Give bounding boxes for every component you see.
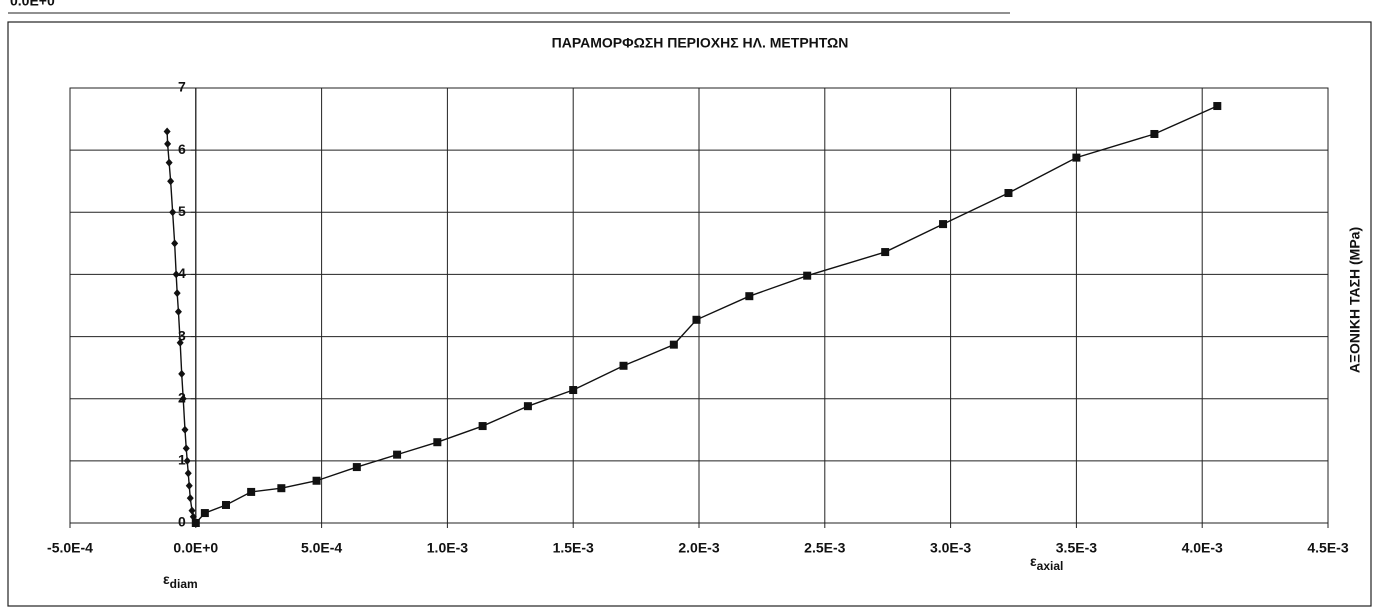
y-axis-label: ΑΞΟΝΙΚΗ ΤΑΣΗ (MPa) <box>1347 227 1363 373</box>
diamond-marker <box>176 338 184 347</box>
chart-title: ΠΑΡΑΜΟΡΦΩΣΗ ΠΕΡΙΟΧΗΣ ΗΛ. ΜΕΤΡΗΤΩΝ <box>552 35 849 51</box>
x-axis-label: εaxial <box>1030 553 1063 573</box>
diamond-marker <box>182 444 190 453</box>
square-marker <box>1213 102 1222 111</box>
square-marker <box>352 463 361 472</box>
square-marker <box>247 487 256 496</box>
diamond-marker <box>164 139 172 148</box>
diamond-marker <box>167 177 175 186</box>
x2-label-subscript: diam <box>170 577 198 591</box>
diamond-marker <box>186 494 194 503</box>
square-marker <box>523 402 532 411</box>
x-label-subscript: axial <box>1037 559 1064 573</box>
diamond-marker <box>174 307 182 316</box>
y-tick-label: 3 <box>178 327 186 343</box>
square-marker <box>669 340 678 349</box>
diamond-marker <box>172 270 180 279</box>
diamond-marker <box>188 506 196 515</box>
x-tick-label: 4.0E-3 <box>1182 540 1223 556</box>
x2-label-symbol: ε <box>163 571 170 587</box>
chart-frame <box>7 21 1372 607</box>
square-marker <box>881 248 890 257</box>
square-marker <box>221 500 230 509</box>
x-tick-label: 1.0E-3 <box>427 540 468 556</box>
y-tick-label: 6 <box>178 141 186 157</box>
diamond-marker <box>181 425 189 434</box>
diamond-marker <box>185 481 193 490</box>
y-tick-label: 0 <box>178 514 186 530</box>
square-marker <box>619 361 628 370</box>
diamond-marker <box>189 512 197 521</box>
x-tick-label: 5.0E-4 <box>301 540 342 556</box>
diamond-marker <box>184 469 192 478</box>
square-marker <box>1150 129 1159 138</box>
square-marker <box>277 484 286 493</box>
square-marker <box>803 271 812 280</box>
diamond-marker <box>171 239 179 248</box>
x-tick-label: -5.0E-4 <box>47 540 93 556</box>
x-tick-label: 1.5E-3 <box>553 540 594 556</box>
square-marker <box>393 450 402 459</box>
y-tick-label: 5 <box>178 203 186 219</box>
x-tick-label: 2.5E-3 <box>804 540 845 556</box>
square-marker <box>433 438 442 447</box>
diamond-marker <box>178 369 186 378</box>
square-marker <box>200 509 209 518</box>
diamond-marker <box>173 289 181 298</box>
y-tick-label: 1 <box>178 452 186 468</box>
diamond-marker <box>165 158 173 167</box>
x-tick-label: 4.5E-3 <box>1307 540 1348 556</box>
diamond-marker <box>163 127 171 136</box>
x2-axis-label: εdiam <box>163 571 198 591</box>
diamond-marker <box>169 208 177 217</box>
square-marker <box>191 519 200 527</box>
square-marker <box>569 386 578 395</box>
x-tick-label: 3.0E-3 <box>930 540 971 556</box>
square-marker <box>939 220 948 229</box>
diamond-marker <box>179 394 187 403</box>
x-label-symbol: ε <box>1030 553 1037 569</box>
y-tick-label: 4 <box>178 265 186 281</box>
x-tick-label: 2.0E-3 <box>678 540 719 556</box>
fragment-label: 0.0E+0 <box>10 0 55 9</box>
y-tick-label: 7 <box>178 79 186 95</box>
square-marker <box>692 315 701 324</box>
x-tick-label: 3.5E-3 <box>1056 540 1097 556</box>
square-marker <box>478 422 487 431</box>
square-marker <box>745 292 754 301</box>
square-marker <box>1004 189 1013 198</box>
square-marker <box>1072 153 1081 162</box>
diamond-marker <box>183 456 191 465</box>
square-marker <box>312 476 321 485</box>
x-tick-label: 0.0E+0 <box>173 540 218 556</box>
